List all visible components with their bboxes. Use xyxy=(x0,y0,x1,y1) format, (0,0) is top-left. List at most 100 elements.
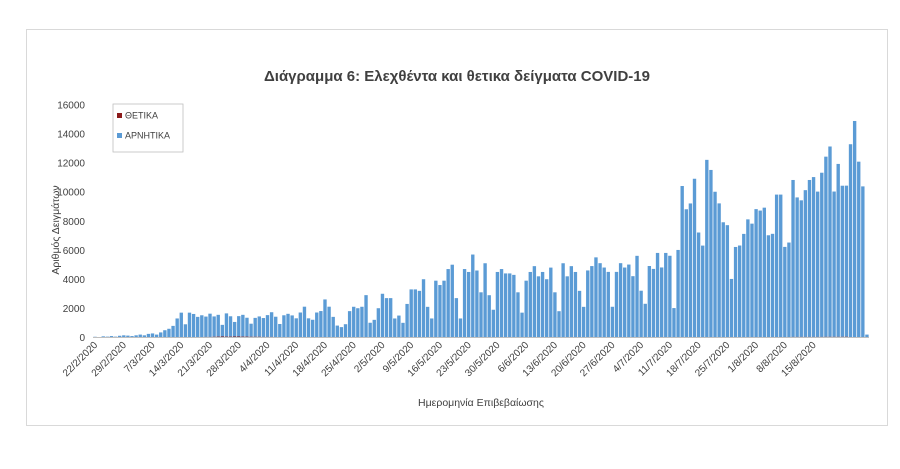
bar-negative xyxy=(590,266,594,338)
bar-negative xyxy=(269,312,274,337)
bar-negative xyxy=(421,279,426,338)
bar-negative xyxy=(561,263,565,338)
bar-negative xyxy=(766,235,771,337)
bar-negative xyxy=(770,233,775,337)
bar-negative xyxy=(405,303,409,338)
bar-negative xyxy=(220,324,225,337)
bar-negative xyxy=(204,316,208,337)
y-tick-label: 4000 xyxy=(63,275,86,286)
bar-negative xyxy=(512,274,516,338)
bar-negative xyxy=(627,264,631,338)
bar-negative xyxy=(491,309,495,338)
bar-negative xyxy=(249,323,253,337)
bar-negative xyxy=(733,246,738,338)
bar-negative xyxy=(241,314,245,337)
bar-negative xyxy=(294,318,298,338)
bar-negative xyxy=(573,271,578,338)
bar-negative xyxy=(631,276,635,338)
bar-negative xyxy=(425,306,430,338)
bar-negative xyxy=(598,263,602,338)
bar-negative xyxy=(532,266,537,338)
bar-negative xyxy=(228,316,233,337)
bar-negative xyxy=(811,177,816,337)
bar-negative xyxy=(524,280,528,338)
legend-swatch-positive xyxy=(117,113,122,118)
bar-negative xyxy=(462,269,467,338)
bar-negative xyxy=(434,280,438,338)
bar-negative xyxy=(643,303,647,338)
bar-negative xyxy=(820,172,824,337)
bar-negative xyxy=(109,336,114,338)
bar-negative xyxy=(142,335,147,338)
bar-negative xyxy=(540,271,545,338)
chart-svg: Διάγραμμα 6: Ελεχθέντα και θετικα δείγμα… xyxy=(50,68,869,409)
bar-negative xyxy=(828,146,832,337)
bar-negative xyxy=(458,318,463,338)
bar-negative xyxy=(651,268,656,338)
bar-negative xyxy=(138,334,142,338)
bar-negative xyxy=(774,194,779,337)
bar-negative xyxy=(471,254,475,338)
bar-negative xyxy=(729,278,734,338)
bar-negative xyxy=(352,306,356,338)
bar-negative xyxy=(577,290,582,338)
bar-negative xyxy=(545,279,549,338)
bar-negative xyxy=(319,311,323,338)
bar-negative xyxy=(216,314,220,337)
bar-negative xyxy=(253,317,257,337)
bar-negative xyxy=(265,315,270,337)
bar-negative xyxy=(224,313,229,337)
bar-negative xyxy=(536,276,541,338)
bar-negative xyxy=(495,271,500,338)
bar-negative xyxy=(639,290,643,338)
y-tick-label: 8000 xyxy=(63,217,86,228)
bar-positive xyxy=(220,336,225,338)
bar-negative xyxy=(413,289,417,338)
bar-negative xyxy=(844,185,849,337)
y-tick-label: 0 xyxy=(79,333,85,344)
bar-negative xyxy=(126,335,130,338)
bar-negative xyxy=(676,249,680,338)
bar-negative xyxy=(130,336,134,338)
bar-negative xyxy=(647,266,652,338)
bar-negative xyxy=(655,252,660,338)
bar-negative xyxy=(261,318,266,337)
bar-negative xyxy=(397,315,401,338)
bar-negative xyxy=(159,332,163,338)
bar-negative xyxy=(335,325,339,338)
bar-negative xyxy=(154,334,159,338)
bar-negative xyxy=(187,312,192,338)
bar-negative xyxy=(278,323,282,338)
bar-negative xyxy=(750,223,754,337)
bar-negative xyxy=(672,308,676,338)
legend-swatch-negative xyxy=(117,133,122,138)
bar-negative xyxy=(549,267,553,338)
bar-negative xyxy=(824,156,828,337)
bar-negative xyxy=(339,327,344,338)
bar-negative xyxy=(684,209,688,338)
bar-negative xyxy=(586,270,590,338)
bar-negative xyxy=(298,312,303,338)
bar-negative xyxy=(179,312,183,338)
bar-negative xyxy=(171,325,175,338)
bar-negative xyxy=(146,333,151,338)
bar-negative xyxy=(450,264,454,338)
bar-negative xyxy=(557,311,561,338)
bar-negative xyxy=(167,328,171,338)
legend: ΘΕΤΙΚΑ ΑΡΝΗΤΙΚΑ xyxy=(112,103,184,153)
bar-negative xyxy=(737,245,742,338)
y-tick-label: 14000 xyxy=(57,130,85,141)
bar-negative xyxy=(779,194,783,337)
bar-negative xyxy=(569,266,574,338)
bar-negative xyxy=(118,335,122,338)
bar-negative xyxy=(393,318,397,338)
bar-negative xyxy=(758,210,762,337)
bar-negative xyxy=(623,267,627,338)
bar-negative xyxy=(315,312,319,338)
bar-negative xyxy=(467,271,471,338)
bar-negative xyxy=(290,315,294,338)
bar-negative xyxy=(380,293,385,338)
bar-negative xyxy=(659,267,664,338)
bar-negative xyxy=(725,225,730,338)
bar-negative xyxy=(487,295,491,338)
